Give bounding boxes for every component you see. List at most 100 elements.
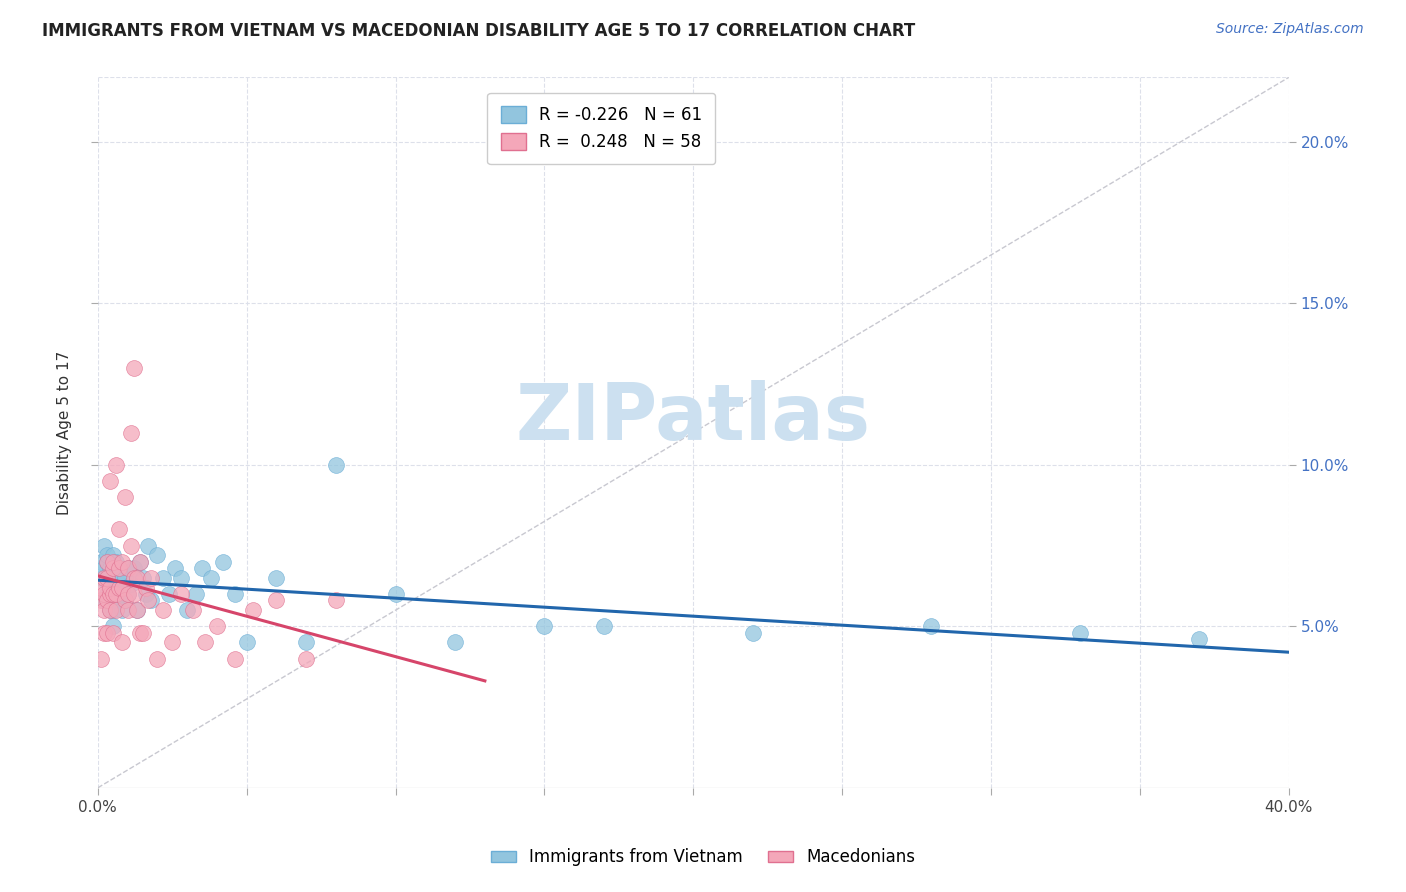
Point xyxy=(93,561,115,575)
Point xyxy=(101,625,124,640)
Point xyxy=(93,593,115,607)
Point xyxy=(98,474,121,488)
Point xyxy=(98,587,121,601)
Point xyxy=(96,625,118,640)
Point xyxy=(117,587,139,601)
Point xyxy=(104,603,127,617)
Point xyxy=(98,581,121,595)
Point xyxy=(104,555,127,569)
Point xyxy=(107,581,129,595)
Point xyxy=(162,635,184,649)
Point xyxy=(90,555,112,569)
Point xyxy=(111,635,134,649)
Point xyxy=(120,539,142,553)
Point xyxy=(146,549,169,563)
Point xyxy=(104,571,127,585)
Point xyxy=(111,587,134,601)
Point xyxy=(134,587,156,601)
Point xyxy=(101,587,124,601)
Point xyxy=(194,635,217,649)
Point xyxy=(98,603,121,617)
Point xyxy=(128,625,150,640)
Point xyxy=(114,593,136,607)
Point xyxy=(90,581,112,595)
Point xyxy=(266,571,288,585)
Point xyxy=(125,571,148,585)
Point xyxy=(533,619,555,633)
Legend: R = -0.226   N = 61, R =  0.248   N = 58: R = -0.226 N = 61, R = 0.248 N = 58 xyxy=(488,93,716,164)
Point xyxy=(93,625,115,640)
Point xyxy=(111,603,134,617)
Point xyxy=(117,561,139,575)
Point xyxy=(593,619,616,633)
Point xyxy=(157,587,180,601)
Point xyxy=(101,577,124,591)
Point xyxy=(184,587,207,601)
Point xyxy=(242,603,264,617)
Point xyxy=(107,581,129,595)
Text: Source: ZipAtlas.com: Source: ZipAtlas.com xyxy=(1216,22,1364,37)
Point xyxy=(141,593,163,607)
Point xyxy=(107,523,129,537)
Point xyxy=(131,625,153,640)
Point xyxy=(117,603,139,617)
Point xyxy=(295,651,318,665)
Point xyxy=(98,561,121,575)
Point xyxy=(176,603,198,617)
Point xyxy=(96,587,118,601)
Point xyxy=(101,561,124,575)
Point xyxy=(191,561,214,575)
Point xyxy=(134,581,156,595)
Point xyxy=(96,593,118,607)
Point xyxy=(96,555,118,569)
Point xyxy=(384,587,406,601)
Text: IMMIGRANTS FROM VIETNAM VS MACEDONIAN DISABILITY AGE 5 TO 17 CORRELATION CHART: IMMIGRANTS FROM VIETNAM VS MACEDONIAN DI… xyxy=(42,22,915,40)
Point xyxy=(104,593,127,607)
Y-axis label: Disability Age 5 to 17: Disability Age 5 to 17 xyxy=(58,351,72,515)
Point xyxy=(295,635,318,649)
Point xyxy=(444,635,467,649)
Point xyxy=(1069,625,1091,640)
Point xyxy=(101,555,124,569)
Point xyxy=(325,593,347,607)
Text: ZIPatlas: ZIPatlas xyxy=(516,380,870,457)
Point xyxy=(101,549,124,563)
Point xyxy=(212,555,235,569)
Point xyxy=(125,603,148,617)
Point xyxy=(104,587,127,601)
Point xyxy=(120,425,142,440)
Point xyxy=(90,571,112,585)
Point xyxy=(107,561,129,575)
Point xyxy=(125,603,148,617)
Point xyxy=(96,571,118,585)
Point xyxy=(120,577,142,591)
Point xyxy=(114,490,136,504)
Point xyxy=(117,587,139,601)
Point xyxy=(111,581,134,595)
Point xyxy=(101,619,124,633)
Point xyxy=(93,587,115,601)
Point xyxy=(146,651,169,665)
Point xyxy=(93,603,115,617)
Point xyxy=(131,571,153,585)
Point xyxy=(138,593,160,607)
Point xyxy=(128,555,150,569)
Point xyxy=(122,361,145,376)
Point xyxy=(181,603,204,617)
Point xyxy=(152,571,174,585)
Point xyxy=(138,539,160,553)
Point xyxy=(114,571,136,585)
Legend: Immigrants from Vietnam, Macedonians: Immigrants from Vietnam, Macedonians xyxy=(484,842,922,873)
Point xyxy=(96,549,118,563)
Point xyxy=(101,603,124,617)
Point xyxy=(200,571,222,585)
Point xyxy=(93,539,115,553)
Point xyxy=(205,619,228,633)
Point xyxy=(224,651,246,665)
Point xyxy=(122,587,145,601)
Point xyxy=(325,458,347,472)
Point xyxy=(920,619,942,633)
Point xyxy=(98,581,121,595)
Point xyxy=(111,571,134,585)
Point xyxy=(96,555,118,569)
